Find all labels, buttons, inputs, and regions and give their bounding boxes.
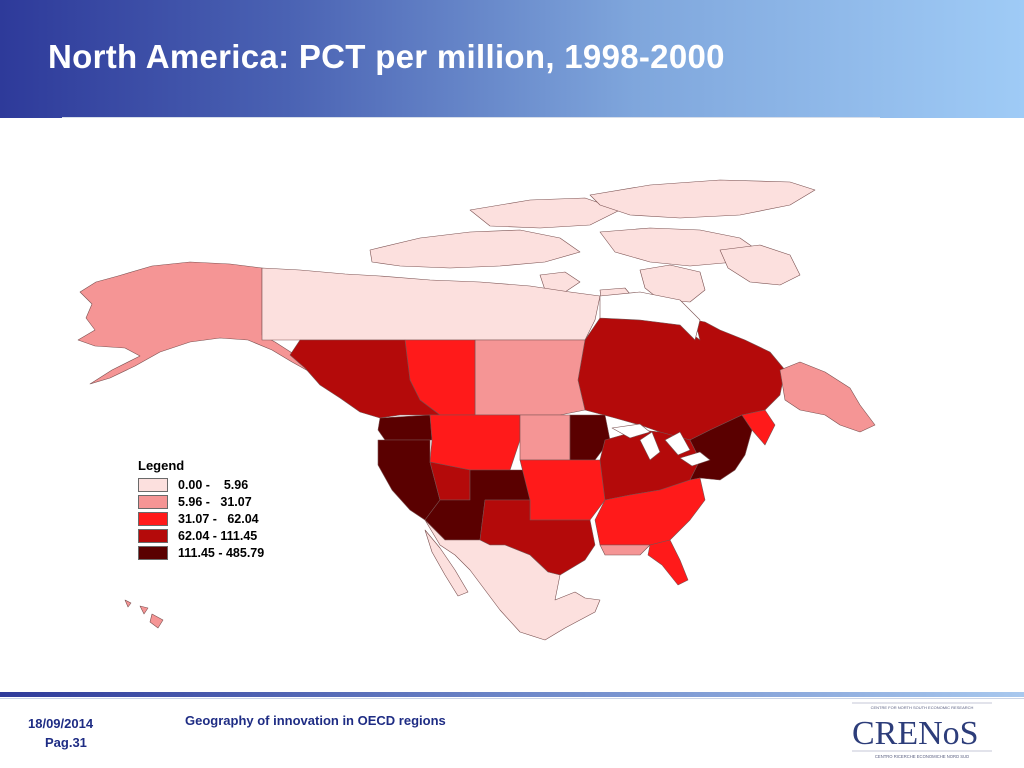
region-us-new-england	[741, 409, 776, 446]
region-mexico	[424, 519, 601, 641]
header-divider	[62, 117, 880, 118]
region-atlantic-canada	[779, 361, 876, 433]
legend-label: 111.45 - 485.79	[178, 545, 265, 560]
logo-brand: CRENoS	[852, 715, 979, 752]
legend-swatch	[138, 494, 168, 509]
region-us-deep-south	[599, 544, 651, 556]
region-us-central-plains	[519, 459, 606, 521]
region-baja-california	[424, 529, 469, 597]
legend-title: Legend	[138, 458, 185, 473]
arctic-islands	[369, 179, 816, 311]
legend-label: 31.07 - 62.04	[178, 511, 259, 526]
region-hawaii	[124, 599, 164, 629]
region-alaska	[77, 261, 311, 385]
legend-item: 0.00 - 5.96	[138, 476, 298, 493]
footer-date: 18/09/2014	[28, 716, 94, 731]
legend-item: 62.04 - 111.45	[138, 527, 298, 544]
north-america-map	[77, 179, 876, 641]
footer-divider	[0, 692, 1024, 697]
logo-top-line: CENTRE FOR NORTH SOUTH ECONOMIC RESEARCH	[871, 705, 974, 710]
region-us-florida	[647, 539, 689, 586]
region-us-northeast	[689, 414, 753, 481]
legend-swatch	[138, 511, 168, 526]
slide-header: North America: PCT per million, 1998-200…	[0, 0, 1024, 118]
map-legend: Legend 0.00 - 5.96 5.96 - 31.07 31.07 - …	[138, 458, 298, 561]
region-us-northern-plains	[429, 414, 521, 471]
slide-title: North America: PCT per million, 1998-200…	[48, 38, 725, 75]
legend-label: 5.96 - 31.07	[178, 494, 252, 509]
legend-swatch	[138, 545, 168, 560]
legend-item: 31.07 - 62.04	[138, 510, 298, 527]
legend-item: 5.96 - 31.07	[138, 493, 298, 510]
legend-swatch	[138, 528, 168, 543]
region-prairies	[474, 339, 586, 416]
crenos-logo: CENTRE FOR NORTH SOUTH ECONOMIC RESEARCH…	[852, 702, 992, 759]
legend-item: 111.45 - 485.79	[138, 544, 298, 561]
region-us-pacific-northwest	[377, 414, 433, 441]
region-us-upper-midwest	[519, 414, 571, 461]
legend-label: 62.04 - 111.45	[178, 528, 258, 543]
footer-page-number: Pag.31	[45, 735, 87, 750]
water-bodies	[599, 291, 711, 467]
footer-subject: Geography of innovation in OECD regions	[185, 713, 446, 728]
legend-swatch	[138, 477, 168, 492]
legend-label: 0.00 - 5.96	[178, 477, 249, 492]
footer-divider-thin	[0, 698, 1024, 699]
logo-bottom-line: CENTRO RICERCHE ECONOMICHE NORD SUD	[875, 754, 969, 759]
